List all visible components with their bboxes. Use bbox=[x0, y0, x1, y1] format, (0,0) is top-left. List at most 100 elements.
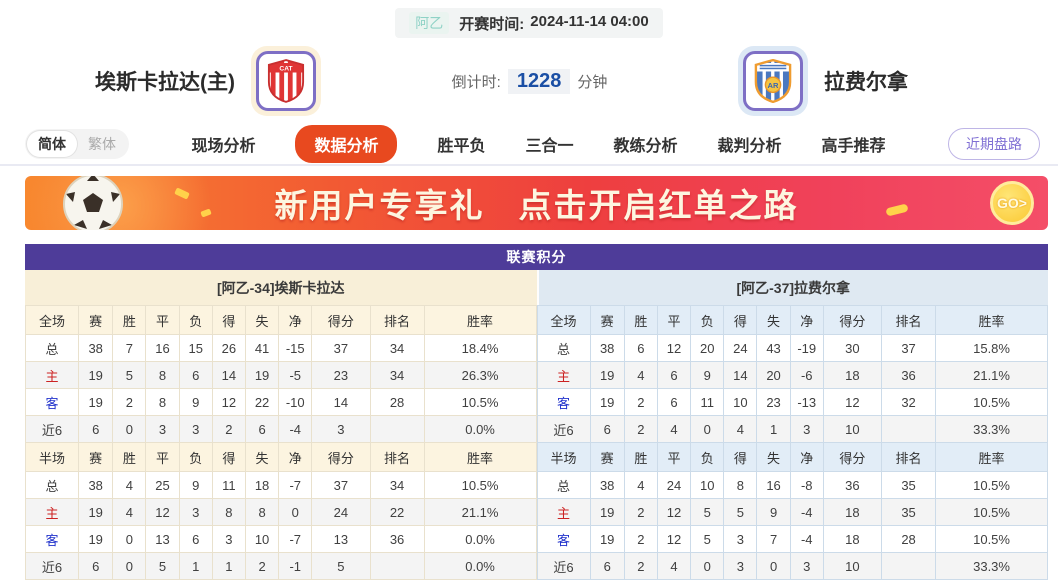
stat-cell: 10.5% bbox=[935, 498, 1048, 526]
stat-cell: 1 bbox=[178, 552, 213, 580]
column-header: 半场 bbox=[24, 442, 80, 472]
stat-cell: 37 bbox=[311, 471, 371, 499]
column-header: 得 bbox=[211, 305, 246, 335]
column-header: 净 bbox=[278, 305, 313, 335]
nav-item[interactable]: 教练分析 bbox=[613, 138, 678, 155]
stat-cell: 10.5% bbox=[935, 525, 1048, 553]
stat-cell: 37 bbox=[311, 334, 371, 362]
go-button[interactable]: GO> bbox=[990, 181, 1034, 225]
promo-banner[interactable]: 新用户专享礼 点击开启红单之路 GO> bbox=[25, 176, 1048, 230]
stat-cell: 8 bbox=[211, 498, 246, 526]
stat-cell: 6 bbox=[178, 361, 213, 389]
stat-cell: -7 bbox=[278, 471, 313, 499]
column-header: 平 bbox=[656, 442, 692, 472]
match-meta-pill: 阿乙 开赛时间: 2024-11-14 04:00 bbox=[395, 8, 663, 38]
stat-cell: 5 bbox=[311, 552, 371, 580]
stat-cell: 2 bbox=[623, 498, 658, 526]
stat-cell: -8 bbox=[789, 471, 824, 499]
countdown-label: 倒计时: bbox=[451, 73, 501, 91]
stat-cell: 3 bbox=[723, 552, 758, 580]
stat-cell: 4 bbox=[112, 498, 147, 526]
nav-item[interactable]: 三合一 bbox=[525, 138, 574, 155]
soccer-ball-icon bbox=[63, 176, 123, 230]
stat-cell: 6 bbox=[589, 415, 625, 443]
stat-cell: 24 bbox=[723, 334, 758, 362]
stat-cell: 19 bbox=[589, 388, 625, 416]
language-toggle[interactable]: 简体 繁体 bbox=[25, 129, 129, 159]
stat-cell: 23 bbox=[311, 361, 371, 389]
stat-cell: 4 bbox=[112, 471, 147, 499]
row-label: 主 bbox=[24, 498, 80, 526]
table-row: 主 19 4 12 3 8 8 0 24 22 21.1% bbox=[24, 498, 537, 526]
stat-cell: 13 bbox=[145, 525, 180, 553]
stat-cell: 4 bbox=[656, 415, 692, 443]
stat-cell: 9 bbox=[178, 471, 213, 499]
stat-cell: 3 bbox=[145, 415, 180, 443]
stat-cell: 35 bbox=[880, 471, 937, 499]
section-header-row: 全场赛胜平负得失净得分 排名 胜率 bbox=[24, 305, 537, 335]
stat-cell: 10 bbox=[822, 415, 883, 443]
row-label: 近6 bbox=[24, 415, 80, 443]
stat-cell: 3 bbox=[789, 415, 824, 443]
stat-cell: 5 bbox=[690, 525, 725, 553]
nav-item-active[interactable]: 数据分析 bbox=[295, 125, 398, 163]
stat-cell: 2 bbox=[623, 525, 658, 553]
recent-odds-button[interactable]: 近期盘路 bbox=[948, 128, 1040, 160]
stat-cell: 0.0% bbox=[423, 415, 537, 443]
table-row: 客 19 0 13 6 3 10 -7 13 36 0.0% bbox=[24, 525, 537, 553]
table-row: 客 19 2 6 11 10 23 -13 12 32 10.5% bbox=[536, 388, 1048, 416]
row-label: 主 bbox=[536, 498, 591, 526]
table-row: 主 19 4 6 9 14 20 -6 18 36 21.1% bbox=[536, 361, 1048, 389]
column-header: 全场 bbox=[536, 305, 591, 335]
column-header: 排名 bbox=[880, 442, 937, 472]
row-label: 主 bbox=[24, 361, 80, 389]
column-header: 排名 bbox=[880, 305, 937, 335]
stat-cell: 11 bbox=[211, 471, 246, 499]
start-time-label: 开赛时间: bbox=[459, 15, 525, 33]
stat-cell: 22 bbox=[244, 388, 280, 416]
table-row: 客 19 2 8 9 12 22 -10 14 28 10.5% bbox=[24, 388, 537, 416]
stat-cell: 2 bbox=[623, 388, 658, 416]
stat-cell: 0 bbox=[690, 552, 725, 580]
column-header: 赛 bbox=[78, 442, 114, 472]
top-meta-bar: 阿乙 开赛时间: 2024-11-14 04:00 bbox=[0, 0, 1058, 38]
league-standings-widget: 联赛积分 [阿乙-34]埃斯卡拉达 [阿乙-37]拉费尔拿 全场赛胜平负得失净得… bbox=[24, 244, 1048, 580]
column-header: 胜 bbox=[112, 305, 147, 335]
lang-simplified[interactable]: 简体 bbox=[27, 131, 77, 157]
stat-cell: 0.0% bbox=[423, 552, 537, 580]
stat-cell: 10 bbox=[690, 471, 725, 499]
stat-cell: 19 bbox=[78, 525, 114, 553]
column-header: 负 bbox=[178, 442, 213, 472]
table-row: 主 19 2 12 5 5 9 -4 18 35 10.5% bbox=[536, 498, 1048, 526]
lang-traditional[interactable]: 繁体 bbox=[88, 136, 116, 152]
stat-cell: 37 bbox=[880, 334, 937, 362]
countdown-unit: 分钟 bbox=[577, 73, 608, 91]
row-label: 主 bbox=[536, 361, 591, 389]
stat-cell: 12 bbox=[145, 498, 180, 526]
column-header: 平 bbox=[145, 442, 180, 472]
stat-cell bbox=[369, 415, 425, 443]
stat-cell: 2 bbox=[623, 552, 658, 580]
stat-cell: -4 bbox=[278, 415, 313, 443]
nav-item[interactable]: 现场分析 bbox=[191, 138, 256, 155]
column-header: 赛 bbox=[589, 442, 625, 472]
stat-cell: 3 bbox=[178, 415, 213, 443]
column-header: 得 bbox=[211, 442, 246, 472]
stat-cell: 7 bbox=[112, 334, 147, 362]
stat-cell bbox=[880, 415, 937, 443]
nav-item[interactable]: 裁判分析 bbox=[717, 138, 782, 155]
nav-item[interactable]: 高手推荐 bbox=[821, 138, 886, 155]
stat-cell: 2 bbox=[244, 552, 280, 580]
stat-cell: 34 bbox=[369, 361, 425, 389]
stat-cell: 32 bbox=[880, 388, 937, 416]
column-header: 净 bbox=[789, 305, 824, 335]
stat-cell: -4 bbox=[789, 525, 824, 553]
column-header: 失 bbox=[244, 442, 280, 472]
home-team-name: 埃斯卡拉达(主) bbox=[95, 71, 235, 94]
nav-item[interactable]: 胜平负 bbox=[437, 138, 486, 155]
stat-cell: 24 bbox=[656, 471, 692, 499]
stat-cell: -13 bbox=[789, 388, 824, 416]
away-team-name: 拉费尔拿 bbox=[824, 71, 908, 94]
stat-cell: 3 bbox=[211, 525, 246, 553]
confetti-decor bbox=[885, 203, 909, 217]
